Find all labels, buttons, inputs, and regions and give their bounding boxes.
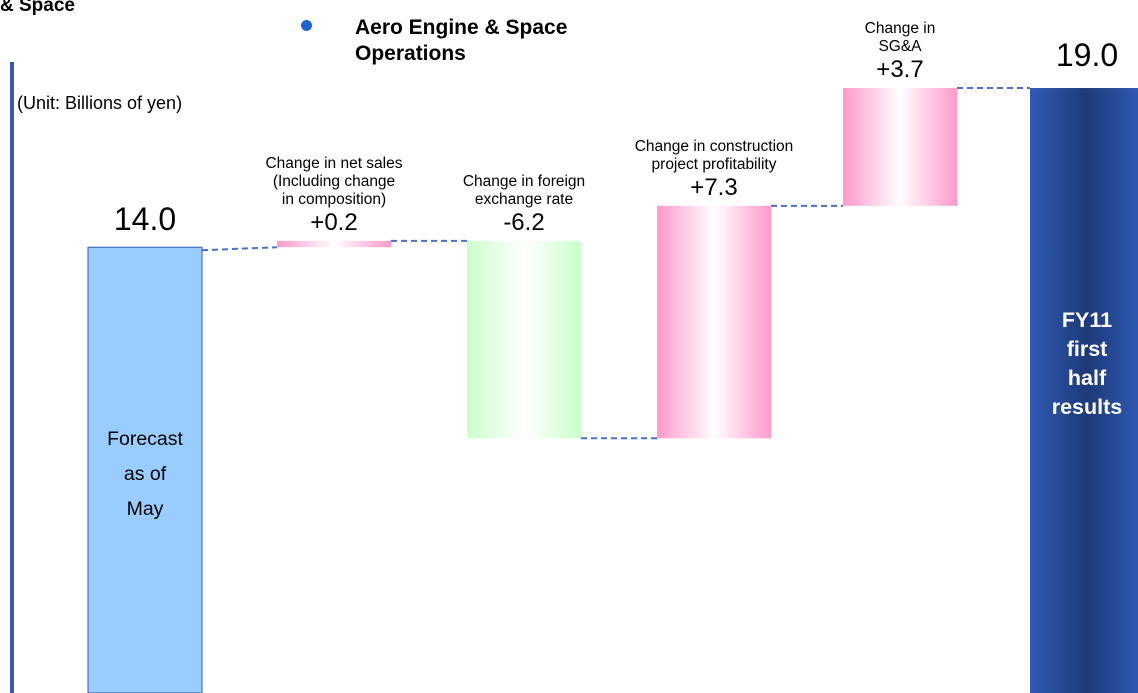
step-label-line: project profitability <box>651 155 777 173</box>
step-label-line: Change in <box>864 20 936 38</box>
bar-0 <box>87 246 203 693</box>
segment-title-fragment: & Space <box>0 0 75 16</box>
bar-label-line: as of <box>123 463 167 485</box>
bar-label-line: first <box>1066 337 1108 361</box>
step-label-line: exchange rate <box>474 190 574 208</box>
step-label-line: Change in net sales <box>265 154 403 172</box>
step-label-line: (Including change <box>272 172 396 190</box>
total-value-0: 14.0 <box>113 201 177 238</box>
step-label-line: in composition) <box>281 190 387 208</box>
step-value-2: -6.2 <box>503 208 545 236</box>
bar-4 <box>843 88 957 206</box>
bar-label-line: Forecast <box>107 428 183 450</box>
bar-label-5: FY11 first half results <box>1026 306 1138 422</box>
step-label-line: Change in construction <box>634 137 794 155</box>
total-value-5: 19.0 <box>1055 37 1119 74</box>
left-rule <box>10 62 14 693</box>
bar-3 <box>657 205 771 439</box>
step-label-line: Change in foreign <box>462 172 586 190</box>
step-label-1: Change in net sales (Including change in c… <box>234 155 434 237</box>
bar-label-line: FY11 <box>1061 308 1113 332</box>
subtitle-line-1: Aero Engine & Space <box>355 16 568 39</box>
bullet-dot-icon <box>301 20 312 31</box>
bar-label-line: May <box>126 498 164 520</box>
step-label-4: Change in SG&A +3.7 <box>800 20 1000 84</box>
step-value-3: +7.3 <box>690 173 738 201</box>
unit-label: (Unit: Billions of yen) <box>17 93 183 113</box>
step-label-3: Change in construction project profitabil… <box>614 138 814 202</box>
bar-5 <box>1030 88 1138 693</box>
step-value-1: +0.2 <box>310 208 358 236</box>
subtitle-line-2: Operations <box>355 42 466 65</box>
bar-1 <box>277 240 391 248</box>
bar-label-line: half <box>1067 366 1107 390</box>
bar-label-line: results <box>1051 395 1123 419</box>
step-value-4: +3.7 <box>876 56 924 84</box>
segment-subtitle: Aero Engine & Space Operations <box>355 15 567 67</box>
step-label-line: SG&A <box>878 38 922 56</box>
bar-2 <box>467 240 581 439</box>
bar-label-0: Forecast as of May <box>84 422 206 527</box>
connector-0 <box>201 246 278 252</box>
step-label-2: Change in foreign exchange rate -6.2 <box>424 173 624 237</box>
